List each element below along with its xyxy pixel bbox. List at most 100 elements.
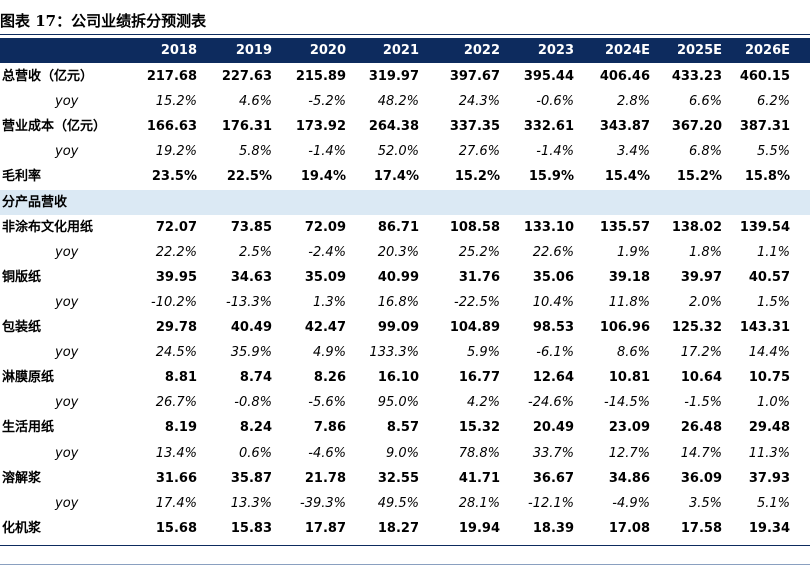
value-cell: 99.09 [377,320,419,335]
header-cell: 2020 [309,43,346,58]
yoy-cell: -12.1% [528,495,574,511]
value-cell: 15.4% [604,169,650,185]
value-cell: 17.87 [304,520,346,536]
yoy-cell: 16.8% [377,294,419,310]
yoy-cell: -2.4% [308,244,346,260]
yoy-cell: 17.4% [155,495,197,511]
yoy-cell: -13.3% [226,294,272,310]
yoy-cell: 9.0% [385,445,419,461]
bottom-rule [0,545,810,546]
value-cell: 433.23 [671,69,722,84]
yoy-cell: 11.3% [748,445,790,461]
yoy-label: yoy [55,144,79,160]
yoy-cell: 8.6% [616,345,650,361]
yoy-cell: 95.0% [377,395,419,411]
yoy-cell: 49.5% [377,495,419,511]
value-cell: 19.4% [300,169,346,185]
value-cell: 37.93 [748,470,790,486]
header-cell: 2026E [744,43,790,58]
yoy-cell: 5.9% [466,345,500,361]
yoy-cell: 5.8% [238,144,272,160]
yoy-cell: 5.1% [756,495,790,511]
value-cell: 40.57 [748,269,790,285]
yoy-cell: 6.2% [756,94,790,110]
value-cell: 16.10 [377,370,419,386]
yoy-cell: 4.2% [466,395,500,411]
value-cell: 8.24 [239,420,272,436]
value-cell: 15.32 [458,420,500,436]
value-cell: 395.44 [523,69,574,84]
value-cell: 332.61 [523,119,574,135]
yoy-cell: -0.6% [536,94,574,110]
value-cell: 15.83 [230,520,272,536]
value-cell: 31.76 [458,269,500,285]
value-cell: 406.46 [599,69,650,84]
yoy-cell: -0.8% [234,395,272,411]
row-label: 铜版纸 [2,269,42,285]
yoy-cell: -5.2% [308,94,346,110]
value-cell: 40.99 [377,269,419,285]
value-cell: 41.71 [458,470,500,486]
row-label: 生活用纸 [2,420,55,436]
yoy-cell: 13.3% [230,495,272,511]
value-cell: 40.49 [230,320,272,335]
yoy-cell: 22.2% [155,244,197,260]
value-cell: 31.66 [155,470,197,486]
yoy-cell: 35.9% [230,345,272,361]
value-cell: 36.09 [680,470,722,486]
yoy-cell: -4.9% [612,495,650,511]
value-cell: 397.67 [449,69,500,84]
value-cell: 8.57 [386,420,419,436]
yoy-cell: -22.5% [454,294,500,310]
value-cell: 21.78 [304,470,346,486]
yoy-cell: 17.2% [680,345,722,361]
yoy-cell: 20.3% [377,244,419,260]
yoy-cell: 2.8% [616,94,650,110]
value-cell: 35.09 [304,269,346,285]
yoy-label: yoy [55,445,79,461]
yoy-cell: 25.2% [458,244,500,260]
value-cell: 108.58 [449,219,500,235]
yoy-cell: 19.2% [155,144,197,160]
row-label: 包装纸 [2,320,42,335]
value-cell: 36.67 [532,470,574,486]
value-cell: 35.87 [230,470,272,486]
yoy-cell: 14.4% [748,345,790,361]
yoy-cell: 6.6% [688,94,722,110]
value-cell: 104.89 [449,320,500,335]
value-cell: 460.15 [739,69,790,84]
value-cell: 16.77 [458,370,500,386]
yoy-label: yoy [55,244,79,260]
value-cell: 17.4% [373,169,419,185]
value-cell: 7.86 [313,420,346,436]
yoy-cell: 3.4% [616,144,650,160]
row-label: 淋膜原纸 [2,370,55,386]
value-cell: 86.71 [377,219,419,235]
yoy-cell: 15.2% [155,94,197,110]
row-label: 溶解浆 [2,470,42,486]
value-cell: 319.97 [368,69,419,84]
yoy-cell: 78.8% [458,445,500,461]
value-cell: 17.58 [680,520,722,536]
value-cell: 73.85 [230,219,272,235]
value-cell: 15.68 [155,520,197,536]
yoy-cell: 27.6% [458,144,500,160]
row-label: 总营收（亿元） [2,69,94,84]
value-cell: 135.57 [599,219,650,235]
footer-rule [0,564,810,565]
value-cell: 8.81 [164,370,197,386]
value-cell: 39.18 [608,269,650,285]
yoy-cell: -4.6% [308,445,346,461]
value-cell: 39.95 [155,269,197,285]
value-cell: 215.89 [295,69,346,84]
value-cell: 29.48 [748,420,790,436]
table-title: 图表 17：公司业绩拆分预测表 [0,12,207,30]
yoy-cell: 22.6% [532,244,574,260]
yoy-cell: 11.8% [608,294,650,310]
header-cell: 2019 [235,43,272,58]
value-cell: 337.35 [449,119,500,135]
yoy-cell: 26.7% [155,395,197,411]
value-cell: 15.2% [454,169,500,185]
value-cell: 143.31 [739,320,790,335]
